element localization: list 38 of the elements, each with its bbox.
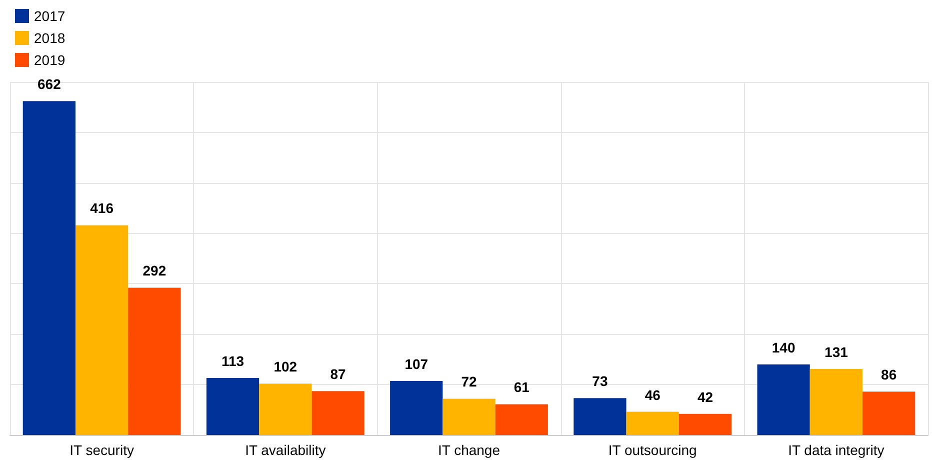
bar [128, 288, 181, 435]
data-label: 140 [772, 339, 796, 356]
data-label: 131 [824, 344, 848, 360]
bar [810, 368, 863, 435]
data-label: 46 [644, 386, 661, 403]
x-tick-label: IT security [70, 442, 134, 458]
x-tick-label: IT availability [245, 442, 326, 458]
data-label: 61 [514, 379, 530, 396]
legend-label: 2019 [34, 52, 66, 68]
bar [495, 404, 548, 435]
bar [678, 414, 732, 435]
data-label: 42 [697, 388, 714, 405]
bar [574, 398, 626, 435]
x-tick-label: IT data integrity [788, 442, 884, 458]
data-label: 72 [461, 374, 477, 390]
bar [22, 101, 76, 435]
bar [259, 384, 312, 435]
bar [312, 391, 364, 435]
legend-label: 2017 [34, 8, 66, 24]
x-tick-label: IT change [438, 442, 500, 458]
data-label: 102 [274, 358, 298, 375]
data-label: 662 [37, 76, 62, 92]
bar [390, 381, 443, 435]
bar [757, 364, 810, 435]
data-label: 107 [404, 356, 428, 372]
bar [442, 398, 496, 435]
data-label: 416 [90, 200, 114, 216]
data-label: 73 [592, 373, 608, 390]
x-tick-label: IT outsourcing [608, 442, 697, 458]
bar [206, 378, 260, 435]
data-label: 113 [221, 353, 244, 370]
data-label: 86 [881, 366, 897, 383]
data-label: 87 [330, 366, 346, 382]
data-label: 292 [142, 262, 166, 279]
legend-label: 2018 [34, 30, 66, 46]
bar [626, 412, 679, 435]
bar [862, 392, 916, 435]
bar [75, 225, 128, 435]
